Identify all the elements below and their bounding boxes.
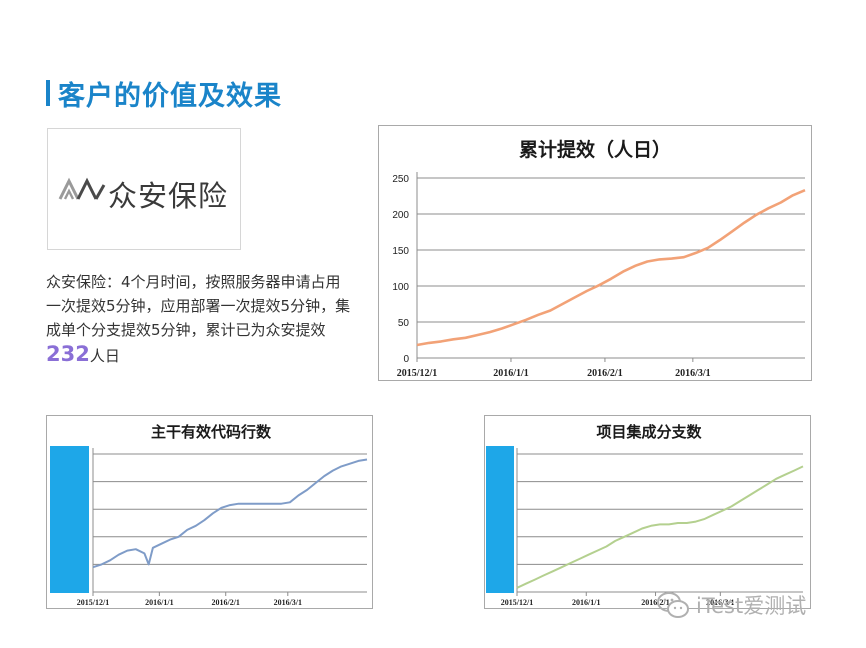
series-line bbox=[416, 189, 806, 347]
watermark: iTest爱测试 bbox=[656, 588, 806, 622]
x-tick-label: 2016/3/1 bbox=[675, 368, 711, 379]
chart-title: 项目集成分支数 bbox=[596, 423, 702, 441]
blue-block bbox=[50, 446, 89, 593]
blue-block bbox=[486, 446, 514, 593]
y-tick-label: 150 bbox=[392, 246, 409, 257]
trunk-code-lines-chart: 主干有效代码行数 2015/12/1 2016/1/1 2016/2/1 2016/3/… bbox=[46, 415, 373, 609]
chart-title: 累计提效（人日） bbox=[519, 138, 671, 161]
x-tick-label: 2016/2/1 bbox=[641, 598, 669, 607]
logo-text: 众安保险 bbox=[108, 179, 229, 213]
integration-branches-chart: 项目集成分支数 2015/12/1 2016/1/1 2016/2/1 2016/3/1 bbox=[484, 415, 811, 609]
series-line bbox=[516, 465, 804, 589]
description-text: 众安保险：4个月时间，按照服务器申请占用一次提效5分钟，应用部署一次提效5分钟，… bbox=[46, 270, 351, 368]
x-tick-label: 2015/12/1 bbox=[77, 598, 109, 607]
watermark-text: iTest爱测试 bbox=[696, 594, 807, 618]
y-tick-label: 0 bbox=[403, 354, 409, 365]
cumulative-efficiency-chart: 累计提效（人日） 0 50 100 150 200 250 2015/12/1 2016/1/1… bbox=[378, 125, 812, 381]
x-tick-label: 2016/1/1 bbox=[145, 598, 173, 607]
description-suffix: 人日 bbox=[89, 347, 120, 365]
y-tick-label: 200 bbox=[392, 210, 409, 221]
x-tick-label: 2016/1/1 bbox=[572, 598, 600, 607]
y-tick-label: 100 bbox=[392, 282, 409, 293]
x-tick-label: 2016/2/1 bbox=[211, 598, 239, 607]
trunk-code-lines-svg: 主干有效代码行数 2015/12/1 2016/1/1 2016/2/1 2016/3/… bbox=[50, 423, 368, 607]
x-tick-label: 2016/3/1 bbox=[274, 598, 302, 607]
x-tick-label: 2016/3/1 bbox=[706, 598, 734, 607]
wechat-icon bbox=[657, 592, 689, 618]
chart-title: 主干有效代码行数 bbox=[151, 423, 272, 441]
x-tick-label: 2016/1/1 bbox=[493, 368, 529, 379]
page-title: 客户的价值及效果 bbox=[58, 81, 282, 112]
series-line bbox=[92, 458, 368, 569]
zhongan-logo-icon bbox=[58, 177, 106, 200]
y-tick-label: 50 bbox=[398, 318, 410, 329]
integration-branches-svg: 项目集成分支数 2015/12/1 2016/1/1 2016/2/1 2016/3/1 bbox=[486, 423, 804, 607]
x-tick-label: 2016/2/1 bbox=[587, 368, 623, 379]
cumulative-efficiency-svg: 累计提效（人日） 0 50 100 150 200 250 2015/12/1 2016/1/1… bbox=[392, 138, 806, 379]
title-accent-bar bbox=[46, 80, 50, 106]
x-tick-label: 2015/12/1 bbox=[501, 598, 533, 607]
y-tick-label: 250 bbox=[392, 174, 409, 185]
description-body: 众安保险：4个月时间，按照服务器申请占用一次提效5分钟，应用部署一次提效5分钟，… bbox=[46, 273, 351, 339]
highlight-number: 232 bbox=[46, 342, 90, 366]
x-tick-label: 2015/12/1 bbox=[397, 368, 438, 379]
company-logo-card: 众安保险 bbox=[47, 128, 241, 250]
